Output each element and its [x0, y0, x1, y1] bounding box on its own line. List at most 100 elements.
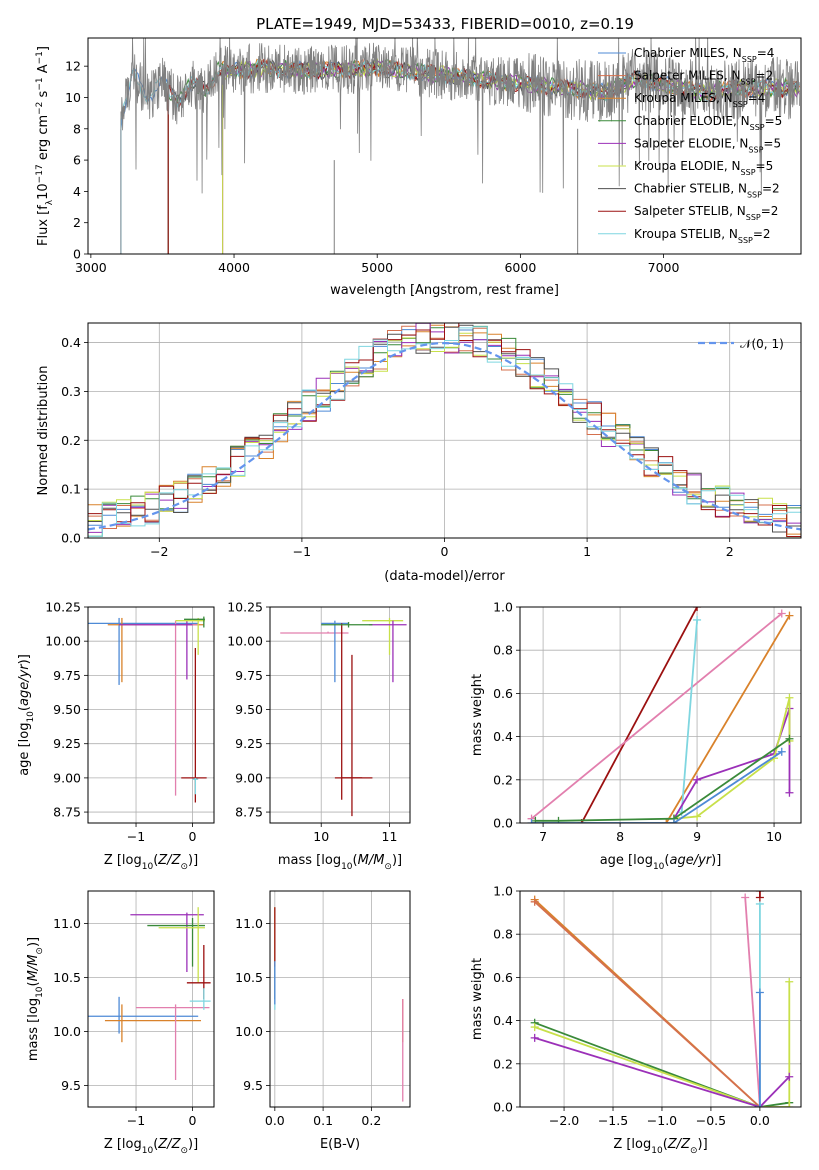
plot-area [88, 323, 801, 538]
mass-vs-ebv-panel: 0.0 0.1 0.2 9.5 10.0 10.5 11.0 E(B-V) [235, 890, 411, 1152]
legend-label-sub: SSP [746, 213, 761, 222]
x-tick-label: 10 [766, 829, 782, 844]
axes-frame [519, 606, 802, 824]
y-tick-label: 0.8 [493, 643, 513, 658]
y-tick-label: 10.00 [227, 634, 263, 649]
x-tick-label: 8 [616, 829, 624, 844]
y-tick-label: 0.2 [61, 433, 81, 448]
y-tick-label: 10.25 [45, 600, 81, 615]
x-tick-label: −1 [127, 1113, 145, 1128]
mass-weight-marker [785, 1072, 794, 1081]
figure-title: PLATE=1949, MJD=53433, FIBERID=0010, z=0… [256, 15, 634, 33]
label-part: M/M [358, 853, 385, 868]
legend-label-text: Chabrier STELIB, N [634, 182, 747, 196]
mass-weight-marker [777, 609, 786, 618]
plot-area [120, 38, 801, 254]
y-tick-label: 0.3 [61, 384, 81, 399]
y-tick-label: 9.75 [53, 668, 81, 683]
x-tick-label: 0 [189, 1113, 197, 1128]
legend-label: Chabrier STELIB, NSSP=2 [634, 182, 780, 200]
x-tick-label: 2 [726, 544, 734, 559]
axes-frame [269, 890, 411, 1108]
y-tick-label: 9.25 [235, 736, 263, 751]
x-tick-label: 0.2 [361, 1113, 381, 1128]
axes-frame [269, 606, 411, 824]
label-part: ( [17, 706, 32, 711]
x-axis-label: E(B-V) [320, 1137, 360, 1152]
plot-area [88, 616, 207, 803]
y-axis-label: mass weight [470, 674, 485, 756]
x-tick-label: 5000 [361, 260, 393, 275]
y-tick-label: 10.25 [227, 600, 263, 615]
label-part: ( [153, 853, 158, 868]
label-part: 10 [341, 862, 353, 872]
label-part: mass [log [26, 998, 41, 1061]
mass-vs-z-panel: −1 09.510.010.511.0Z [log10(Z/Z⊙)]mass [l… [26, 890, 215, 1156]
legend-label-value: =4 [757, 46, 775, 60]
mass-weight-marker [693, 812, 702, 821]
y-axis-label: mass [log10(M/M⊙)] [26, 937, 45, 1061]
y-tick-label: 0.6 [493, 970, 513, 985]
legend-label-value: =5 [763, 136, 781, 150]
label-part: ⊙ [690, 1146, 698, 1156]
x-tick-label: 7000 [648, 260, 680, 275]
label-part: Z [log [613, 1137, 651, 1152]
legend-label-value: =2 [753, 227, 771, 241]
mass-weight-marker [785, 977, 794, 986]
massweight-vs-age-panel: 7 8 9 10 0.0 0.2 0.4 0.6 0.8 1.0 mass weight age [l… [470, 600, 802, 872]
y-tick-label: 0.4 [493, 1013, 513, 1028]
y-tick-label: 0.6 [493, 686, 513, 701]
label-part: 10 [653, 862, 665, 872]
label-part: 10 [26, 711, 36, 723]
label-part: ( [664, 853, 669, 868]
x-tick-label: −1 [127, 829, 145, 844]
legend-label-sub: SSP [733, 100, 748, 109]
plot-area [274, 907, 404, 1102]
x-tick-label: 0.0 [265, 1113, 285, 1128]
x-tick-label: 11 [382, 829, 398, 844]
mass-weight-marker [741, 893, 750, 902]
plot-area [88, 907, 211, 1080]
spectrum-panel: 3000 4000 5000 6000 7000 0 2 4 6 8 10 12 Chabrier MI… [35, 37, 802, 298]
mass-weight-line [534, 1037, 790, 1107]
legend-label-text: Chabrier MILES, N [634, 46, 742, 60]
mass-weight-marker [531, 816, 540, 823]
mass-weight-marker [554, 816, 563, 823]
label-part: )] [26, 937, 41, 947]
legend-label-value: =5 [756, 159, 774, 173]
legend-label-text: Salpeter ELODIE, N [634, 136, 748, 150]
x-axis-label: Z [log10(Z/Z⊙)] [104, 853, 198, 872]
y-tick-label: 11.0 [235, 916, 263, 931]
mass-weight-marker [527, 819, 536, 823]
y-tick-label: 10.5 [235, 970, 263, 985]
y-tick-label: 1.0 [493, 600, 513, 615]
mass-weight-line [531, 750, 783, 823]
mass-weight-marker [755, 893, 764, 902]
y-tick-label: 0 [73, 247, 81, 262]
y-tick-label: 11.0 [53, 916, 81, 931]
mass-weight-marker [530, 1033, 539, 1042]
x-tick-label: 7 [539, 829, 547, 844]
label-part: )] [188, 853, 198, 868]
legend-label: 𝒩(0, 1) [740, 337, 784, 351]
legend-label-sub: SSP [750, 122, 765, 131]
x-tick-label: 10 [313, 829, 329, 844]
label-part: )] [392, 853, 402, 868]
y-tick-label: 10.00 [45, 634, 81, 649]
label-part: −2 [35, 102, 45, 115]
legend-label-sub: SSP [741, 168, 756, 177]
label-part: ( [353, 853, 358, 868]
legend-label-text: Chabrier ELODIE, N [634, 114, 750, 128]
axes-frame [519, 890, 802, 1108]
label-part: s [36, 90, 51, 101]
legend-label-value: =2 [761, 204, 779, 218]
y-tick-label: 8.75 [235, 805, 263, 820]
x-axis-label: mass [log10(M/M⊙)] [278, 853, 402, 872]
mass-weight-marker [785, 611, 794, 620]
mass-weight-line [534, 981, 791, 1107]
x-tick-label: −2.0 [549, 1113, 579, 1128]
mass-weight-marker [777, 747, 786, 756]
x-axis-label: wavelength [Angstrom, rest frame] [330, 283, 559, 298]
age-vs-mass-panel: 10 11 8.75 9.00 9.25 9.50 9.75 10.00 10.25 mass [… [227, 600, 411, 872]
legend-label-value: =2 [762, 182, 780, 196]
